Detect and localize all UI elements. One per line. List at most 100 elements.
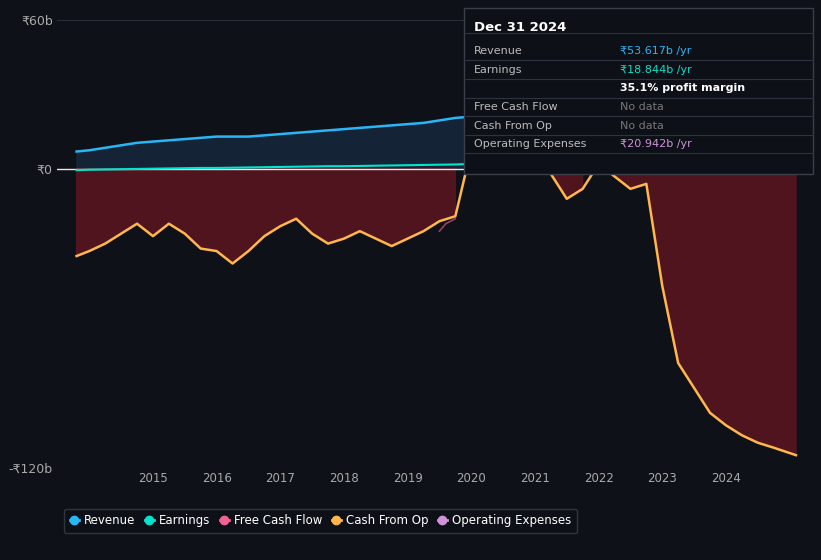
Revenue xyxy=(578,88,588,95)
Revenue xyxy=(85,147,94,153)
Cash From Op xyxy=(212,248,222,254)
Line: Operating Expenses: Operating Expenses xyxy=(471,114,796,154)
Revenue xyxy=(164,137,174,144)
Revenue xyxy=(291,129,301,136)
Cash From Op xyxy=(259,233,269,240)
Earnings xyxy=(673,128,683,135)
Earnings xyxy=(737,119,747,126)
Earnings xyxy=(705,123,715,130)
Earnings xyxy=(626,141,635,147)
Cash From Op xyxy=(434,218,444,225)
Cash From Op xyxy=(689,385,699,391)
Revenue xyxy=(753,36,763,43)
Revenue xyxy=(227,133,237,140)
Revenue xyxy=(721,46,731,53)
Revenue xyxy=(673,61,683,68)
Cash From Op xyxy=(132,220,142,227)
Cash From Op xyxy=(673,360,683,366)
Operating Expenses xyxy=(641,121,651,128)
Earnings xyxy=(85,166,94,173)
Earnings xyxy=(387,162,397,169)
Revenue xyxy=(100,144,110,151)
Operating Expenses xyxy=(578,123,588,130)
Cash From Op xyxy=(498,78,508,85)
Earnings xyxy=(132,166,142,172)
Cash From Op xyxy=(609,173,619,180)
Cash From Op xyxy=(164,220,174,227)
Earnings xyxy=(355,162,365,169)
Cash From Op xyxy=(658,283,667,290)
Revenue xyxy=(434,117,444,124)
Cash From Op xyxy=(387,242,397,249)
Operating Expenses xyxy=(768,113,778,120)
Earnings xyxy=(244,164,254,171)
Earnings xyxy=(594,150,603,156)
Operating Expenses xyxy=(626,121,635,128)
Text: Earnings: Earnings xyxy=(474,65,522,75)
Earnings xyxy=(195,165,205,171)
Text: No data: No data xyxy=(620,120,663,130)
Revenue xyxy=(180,136,190,142)
Earnings xyxy=(148,165,158,172)
Earnings xyxy=(482,160,492,167)
Earnings xyxy=(323,163,333,170)
Revenue xyxy=(117,142,126,148)
Revenue xyxy=(212,133,222,140)
Operating Expenses xyxy=(673,121,683,128)
Revenue xyxy=(371,123,381,130)
Operating Expenses xyxy=(721,118,731,125)
Cash From Op xyxy=(514,96,524,102)
Cash From Op xyxy=(227,260,237,267)
Revenue xyxy=(387,122,397,129)
Revenue xyxy=(768,34,778,40)
Cash From Op xyxy=(244,248,254,254)
Earnings xyxy=(434,161,444,168)
Cash From Op xyxy=(117,230,126,237)
Earnings xyxy=(641,136,651,142)
Earnings xyxy=(658,130,667,137)
Operating Expenses xyxy=(466,151,476,157)
Cash From Op xyxy=(641,180,651,187)
Text: ₹18.844b /yr: ₹18.844b /yr xyxy=(620,65,691,75)
Operating Expenses xyxy=(594,123,603,130)
Revenue xyxy=(195,134,205,141)
Revenue xyxy=(482,106,492,113)
Revenue xyxy=(658,66,667,73)
Revenue xyxy=(609,83,619,90)
Revenue xyxy=(339,126,349,133)
Operating Expenses xyxy=(609,123,619,130)
Operating Expenses xyxy=(705,121,715,128)
Revenue xyxy=(244,133,254,140)
Earnings xyxy=(180,165,190,171)
Earnings xyxy=(100,166,110,173)
Earnings xyxy=(275,164,285,170)
Revenue xyxy=(259,132,269,139)
Line: Revenue: Revenue xyxy=(76,35,796,152)
Earnings xyxy=(562,156,571,162)
Revenue xyxy=(466,113,476,120)
Earnings xyxy=(451,161,461,168)
Revenue xyxy=(402,121,412,128)
Earnings xyxy=(466,161,476,167)
Operating Expenses xyxy=(658,118,667,125)
Earnings xyxy=(768,117,778,124)
Earnings xyxy=(609,146,619,152)
Cash From Op xyxy=(323,240,333,247)
Earnings xyxy=(721,121,731,128)
Revenue xyxy=(737,41,747,48)
Text: ₹53.617b /yr: ₹53.617b /yr xyxy=(620,46,691,57)
Earnings xyxy=(578,153,588,160)
Earnings xyxy=(546,157,556,164)
Cash From Op xyxy=(546,171,556,178)
Earnings xyxy=(227,164,237,171)
Cash From Op xyxy=(791,452,800,459)
Cash From Op xyxy=(419,228,429,235)
Cash From Op xyxy=(578,185,588,192)
Earnings xyxy=(117,166,126,172)
Cash From Op xyxy=(466,146,476,152)
Cash From Op xyxy=(594,161,603,167)
Operating Expenses xyxy=(546,128,556,135)
Operating Expenses xyxy=(689,123,699,130)
Revenue xyxy=(132,139,142,146)
Cash From Op xyxy=(71,253,81,259)
